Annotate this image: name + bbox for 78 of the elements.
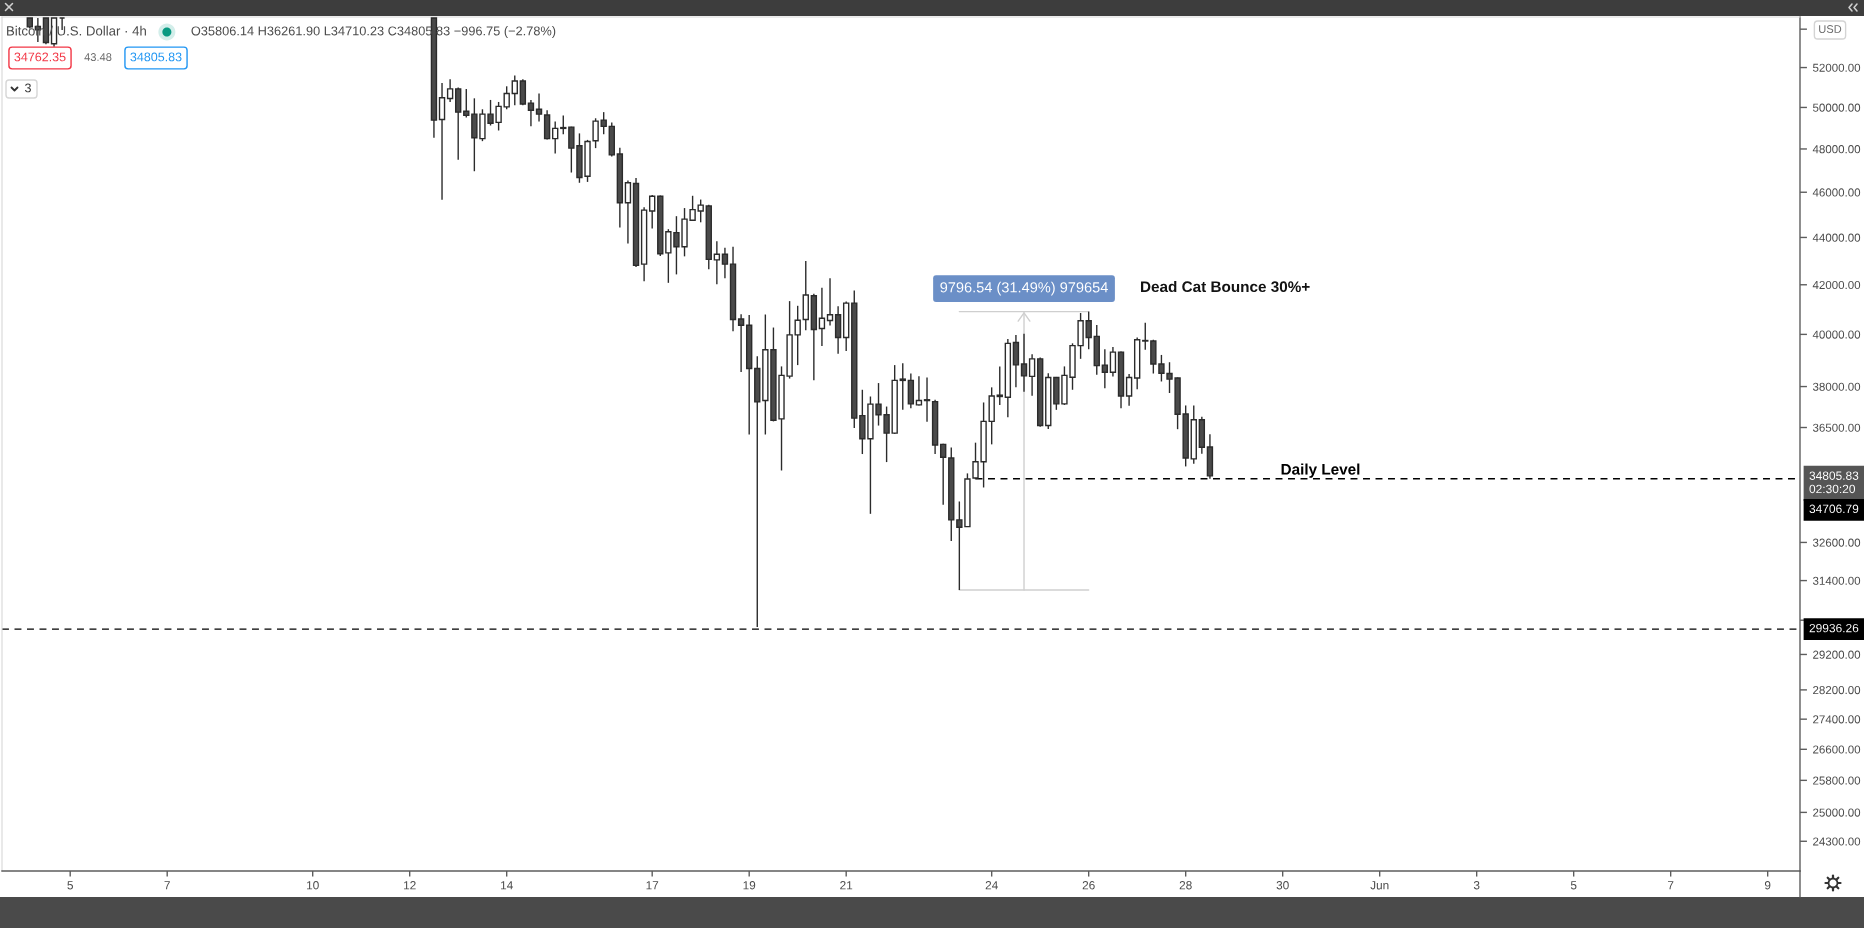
candlestick xyxy=(737,313,745,373)
x-tick-label: 9 xyxy=(1764,881,1771,890)
candlestick xyxy=(624,179,632,245)
candlestick xyxy=(1125,373,1133,407)
candlestick xyxy=(915,375,923,407)
candlestick xyxy=(511,74,518,106)
y-tick-label: 24300.00 xyxy=(1813,837,1861,846)
candlestick xyxy=(1101,348,1109,389)
x-tick-label: 10 xyxy=(307,881,319,890)
candlestick xyxy=(1142,322,1149,351)
x-tick-label: 21 xyxy=(840,881,853,890)
annotation: 34805.83 xyxy=(130,52,182,62)
text: USD xyxy=(1819,25,1842,33)
y-tick-label: 26600.00 xyxy=(1813,745,1861,754)
annotation: Dead Cat Bounce 30%+ xyxy=(1141,280,1310,293)
annotation: 43.48 xyxy=(84,53,112,61)
y-tick-label: 27400.00 xyxy=(1813,715,1861,724)
y-tick-label: 25800.00 xyxy=(1813,776,1861,785)
candlestick xyxy=(446,78,454,103)
x-tick-label: 28 xyxy=(1179,881,1192,890)
candlestick xyxy=(551,120,559,155)
y-tick-label: 46000.00 xyxy=(1812,188,1861,197)
candlestick xyxy=(527,99,535,128)
annotation: 3 xyxy=(25,83,31,93)
x-tick-label: 5 xyxy=(67,881,73,890)
candlestick xyxy=(1109,346,1117,378)
x-tick-label: 19 xyxy=(743,881,756,890)
x-tick-label: 30 xyxy=(1276,881,1289,890)
candlestick xyxy=(1012,334,1020,389)
y-tick-label: 25000.00 xyxy=(1813,808,1861,817)
candlestick xyxy=(560,114,567,135)
data-label: 34706.79 xyxy=(1809,504,1859,514)
y-tick-label: 40000.00 xyxy=(1812,330,1861,339)
x-tick-label: 7 xyxy=(1667,881,1674,890)
annotation: 34762.35 xyxy=(14,52,66,62)
y-tick-label: 50000.00 xyxy=(1812,103,1861,112)
y-tick-label: 42000.00 xyxy=(1812,280,1861,290)
x-tick-label: 12 xyxy=(404,881,416,890)
candlestick xyxy=(834,305,842,355)
candlestick xyxy=(543,109,551,141)
text: 34805.83 02:30:20 xyxy=(1809,471,1859,494)
y-tick-label: 48000.00 xyxy=(1812,145,1861,154)
candlestick xyxy=(1020,333,1028,393)
x-tick-label: 7 xyxy=(164,881,170,890)
y-tick-label: 38000.00 xyxy=(1812,382,1861,391)
x-tick-label: 26 xyxy=(1082,881,1095,890)
candlestick xyxy=(463,88,470,119)
candlestick xyxy=(535,92,543,123)
candlestick xyxy=(899,362,906,411)
y-tick-label: 44000.00 xyxy=(1812,233,1861,242)
candlestick xyxy=(996,365,1003,406)
candlestick xyxy=(519,78,527,106)
ref-line-label: 29936.26 xyxy=(1809,623,1859,633)
x-tick-label: 24 xyxy=(985,881,998,890)
y-tick-label: 31400.00 xyxy=(1812,576,1861,585)
candlestick xyxy=(713,240,721,285)
x-tick-label: 14 xyxy=(501,881,513,890)
candlestick xyxy=(438,82,446,201)
candlestick xyxy=(923,376,931,423)
y-tick-label: 36500.00 xyxy=(1812,423,1861,432)
y-tick-label: 29200.00 xyxy=(1813,650,1861,659)
y-tick-label: 32600.00 xyxy=(1812,538,1861,547)
series-label: Daily Level xyxy=(1281,463,1360,478)
candlestick xyxy=(648,194,656,230)
candlestick xyxy=(907,372,915,409)
x-tick-label: Jun xyxy=(1370,881,1389,890)
candlestick xyxy=(939,443,947,506)
x-tick-label: 3 xyxy=(1473,881,1480,890)
candlestick xyxy=(721,246,729,279)
candlestick xyxy=(454,86,462,161)
y-tick-label: 52000.00 xyxy=(1812,63,1861,72)
candlestick xyxy=(1028,353,1036,397)
candlestick xyxy=(818,286,826,347)
y-tick-label: 28200.00 xyxy=(1813,686,1861,695)
annotation: 9796.54 (31.49%) 979654 xyxy=(940,281,1108,296)
x-tick-label: 5 xyxy=(1570,881,1577,890)
candlestick xyxy=(826,277,834,327)
x-tick-label: 17 xyxy=(646,881,659,890)
